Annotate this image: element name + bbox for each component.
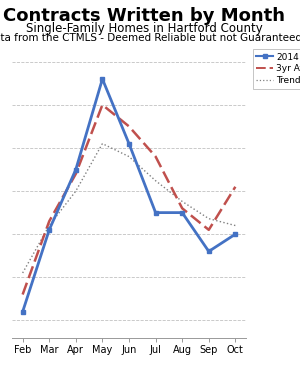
- Text: Data from the CTMLS - Deemed Reliable but not Guaranteed: Data from the CTMLS - Deemed Reliable bu…: [0, 33, 300, 43]
- Text: Contracts Written by Month: Contracts Written by Month: [3, 7, 285, 26]
- Legend: 2014, 3yr Avg, Trend: 2014, 3yr Avg, Trend: [253, 49, 300, 89]
- Text: Single-Family Homes in Hartford County: Single-Family Homes in Hartford County: [26, 22, 262, 35]
